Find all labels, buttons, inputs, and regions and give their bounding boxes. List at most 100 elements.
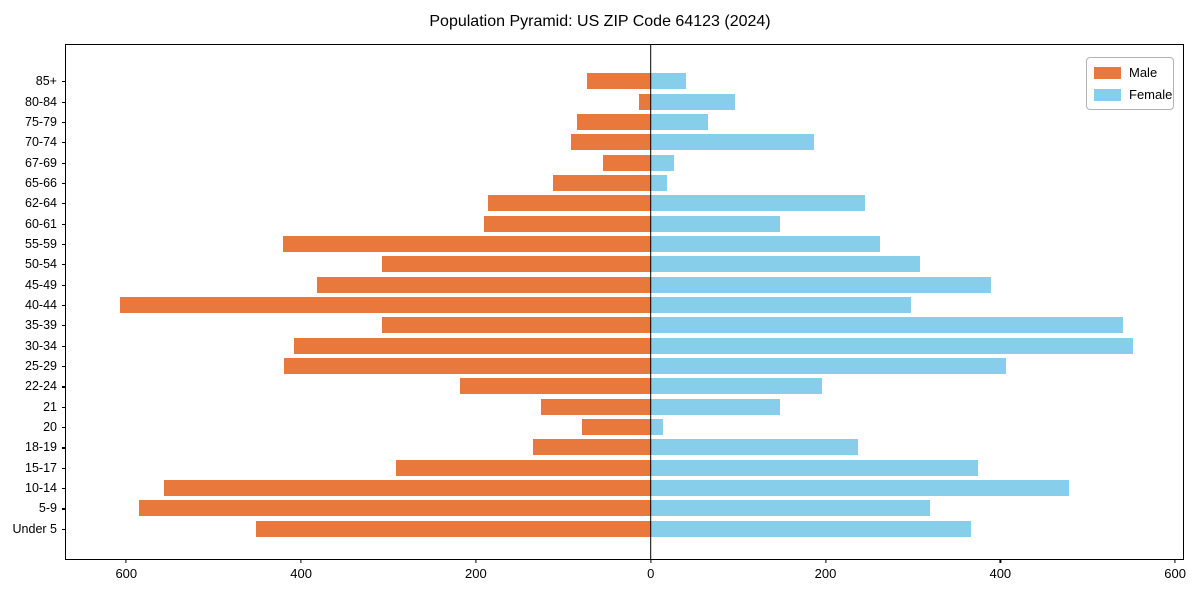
y-axis-label: 67-69 bbox=[25, 155, 57, 170]
y-axis-tick bbox=[62, 467, 66, 469]
y-axis-label: 18-19 bbox=[25, 440, 57, 455]
y-axis-label: 10-14 bbox=[25, 481, 57, 496]
y-axis-tick bbox=[62, 365, 66, 368]
pyramid-row: 55-59 bbox=[25, 234, 1183, 254]
pyramid-row: 45-49 bbox=[25, 274, 1183, 294]
male-bar bbox=[586, 73, 651, 90]
bar-rows-container: 85+ 80-84 75-79 70-74 67-69 65-66 62-64 60-61 55… bbox=[13, 45, 1183, 559]
x-axis-tick bbox=[1174, 559, 1176, 563]
pyramid-row: 30-34 bbox=[25, 335, 1183, 355]
y-axis-tick bbox=[62, 284, 66, 286]
y-axis-tick bbox=[62, 162, 66, 164]
y-axis-label: 22-24 bbox=[25, 379, 57, 394]
y-axis-tick bbox=[62, 528, 66, 530]
y-axis-label: 21 bbox=[43, 399, 57, 414]
x-axis-tick-label: 400 bbox=[290, 566, 312, 581]
y-axis-tick bbox=[62, 488, 66, 490]
pyramid-row: 85+ bbox=[36, 71, 1183, 91]
y-axis-label: 80-84 bbox=[25, 94, 57, 109]
male-bar bbox=[483, 215, 651, 232]
x-axis-tick bbox=[650, 559, 652, 563]
male-bar bbox=[381, 317, 651, 334]
female-bar bbox=[650, 73, 686, 90]
male-bar bbox=[395, 459, 651, 476]
x-axis-tick-label: 0 bbox=[647, 566, 655, 581]
pyramid-row: 50-54 bbox=[25, 254, 1183, 274]
female-bar bbox=[650, 419, 663, 436]
male-bar bbox=[255, 520, 651, 537]
y-axis-tick bbox=[62, 101, 66, 103]
male-bar bbox=[571, 134, 651, 151]
female-bar bbox=[650, 296, 912, 313]
male-bar bbox=[139, 500, 651, 517]
y-axis-label: 75-79 bbox=[25, 114, 57, 129]
male-bar bbox=[577, 113, 651, 130]
y-axis-label: 15-17 bbox=[25, 460, 57, 475]
y-axis-label: 65-66 bbox=[25, 175, 57, 190]
legend-item-male: Male bbox=[1094, 65, 1165, 80]
male-bar bbox=[541, 398, 651, 415]
plot-area: 85+ 80-84 75-79 70-74 67-69 65-66 62-64 60-61 55… bbox=[13, 44, 1186, 581]
x-axis-tick-label: 400 bbox=[989, 566, 1012, 581]
y-axis-label: 25-29 bbox=[25, 358, 57, 373]
pyramid-row: 10-14 bbox=[25, 478, 1183, 498]
female-bar bbox=[650, 235, 880, 252]
y-axis-label: 30-34 bbox=[25, 338, 57, 353]
female-color-swatch bbox=[1094, 88, 1121, 101]
female-bar bbox=[650, 398, 781, 415]
female-bar bbox=[650, 195, 865, 212]
y-axis-tick bbox=[62, 406, 66, 408]
pyramid-row: 21 bbox=[43, 397, 1183, 417]
pyramid-row: 15-17 bbox=[25, 458, 1183, 478]
x-axis-tick bbox=[999, 559, 1001, 563]
pyramid-row: 62-64 bbox=[25, 193, 1183, 213]
male-bar bbox=[532, 439, 651, 456]
legend-item-female: Female bbox=[1094, 87, 1172, 102]
pyramid-row: 5-9 bbox=[39, 498, 1183, 518]
y-axis-label: 20 bbox=[43, 420, 57, 435]
male-bar bbox=[316, 276, 651, 293]
male-bar bbox=[552, 174, 651, 191]
chart-title: Population Pyramid: US ZIP Code 64123 (2… bbox=[429, 13, 771, 30]
y-axis-label: 5-9 bbox=[38, 501, 57, 516]
female-bar bbox=[650, 459, 979, 476]
legend: Male Female bbox=[1086, 57, 1174, 110]
y-axis-tick bbox=[62, 447, 66, 449]
pyramid-row: 60-61 bbox=[25, 213, 1183, 233]
y-axis-label: 40-44 bbox=[25, 297, 57, 312]
female-bar bbox=[650, 276, 991, 293]
y-axis-label: 50-54 bbox=[25, 257, 57, 272]
y-axis-tick bbox=[62, 508, 66, 510]
female-bar bbox=[650, 113, 708, 130]
female-bar bbox=[650, 337, 1134, 354]
female-bar bbox=[650, 357, 1006, 374]
y-axis-label: 62-64 bbox=[25, 196, 57, 211]
female-bar bbox=[650, 439, 858, 456]
y-axis-tick bbox=[62, 427, 66, 429]
pyramid-row: 22-24 bbox=[25, 376, 1183, 396]
female-bar bbox=[650, 174, 668, 191]
x-axis-tick bbox=[475, 559, 477, 563]
male-bar bbox=[460, 378, 651, 395]
male-bar bbox=[120, 296, 651, 313]
female-bar bbox=[650, 500, 930, 517]
y-axis-label: 35-39 bbox=[25, 318, 57, 333]
x-axis-tick-label: 200 bbox=[814, 566, 837, 581]
y-axis-tick bbox=[62, 304, 66, 307]
pyramid-row: 35-39 bbox=[25, 315, 1183, 335]
x-axis-tick bbox=[300, 559, 302, 563]
y-axis-label: 70-74 bbox=[25, 135, 57, 150]
legend-label-female: Female bbox=[1129, 87, 1173, 102]
zero-axis-line bbox=[649, 45, 652, 559]
y-axis-tick bbox=[62, 81, 66, 83]
female-bar bbox=[650, 480, 1070, 497]
pyramid-row: 65-66 bbox=[25, 173, 1183, 193]
x-axis-tick bbox=[125, 559, 127, 563]
female-bar bbox=[650, 93, 735, 110]
female-bar bbox=[650, 134, 815, 151]
y-axis-tick bbox=[62, 182, 66, 185]
legend-label-male: Male bbox=[1129, 65, 1158, 80]
y-axis-tick bbox=[62, 223, 66, 225]
pyramid-row: 67-69 bbox=[25, 152, 1183, 172]
